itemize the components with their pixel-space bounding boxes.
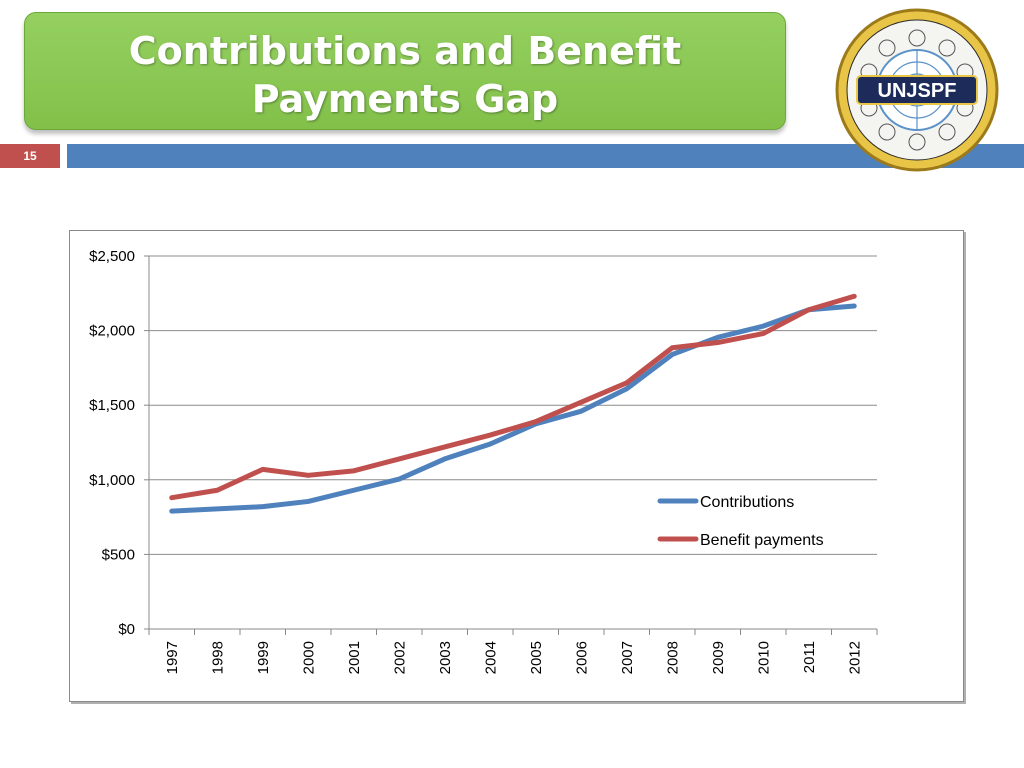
data-point [353, 490, 354, 491]
data-point [171, 511, 172, 512]
logo-wordmark: UNJSPF [878, 80, 957, 102]
data-point [808, 309, 809, 310]
x-tick-label: 1998 [209, 641, 226, 674]
legend-label: Benefit payments [700, 532, 824, 549]
x-tick-label: 1999 [255, 641, 272, 674]
data-point [763, 333, 764, 334]
data-point [444, 446, 445, 447]
unjspf-logo: UNJSPF [835, 8, 999, 172]
y-tick-label: $2,500 [89, 248, 135, 265]
slide-title: Contributions and Benefit Payments Gap [25, 27, 785, 123]
data-point [854, 296, 855, 297]
data-point [399, 479, 400, 480]
data-point [490, 443, 491, 444]
data-point [399, 458, 400, 459]
data-point [626, 388, 627, 389]
legend-label: Contributions [700, 494, 794, 511]
data-point [444, 458, 445, 459]
x-tick-label: 2009 [710, 641, 727, 674]
y-tick-label: $500 [102, 546, 135, 563]
title-banner: Contributions and Benefit Payments Gap [24, 12, 786, 130]
chart-container: $0 $500 $1,000 $1,500 $2,000 $2,500 1997 1998 1… [69, 230, 964, 702]
data-point [672, 347, 673, 348]
y-tick-label: $1,500 [89, 397, 135, 414]
data-point [308, 501, 309, 502]
x-tick-label: 2008 [664, 641, 681, 674]
y-tick-label: $2,000 [89, 323, 135, 340]
data-point [535, 421, 536, 422]
x-tick-label: 2010 [755, 641, 772, 674]
line-chart: $0 $500 $1,000 $1,500 $2,000 $2,500 1997 1998 1… [70, 231, 963, 701]
x-tick-label: 2011 [801, 641, 818, 673]
x-tick-label: 2007 [619, 641, 636, 674]
data-point [854, 305, 855, 306]
x-tick-label: 2012 [846, 641, 863, 674]
data-point [581, 411, 582, 412]
page-number: 15 [0, 144, 60, 168]
x-tick-label: 2004 [482, 641, 499, 674]
data-point [262, 506, 263, 507]
y-tick-label: $1,000 [89, 472, 135, 489]
x-tick-label: 2005 [528, 641, 545, 674]
data-point [171, 497, 172, 498]
data-point [262, 469, 263, 470]
x-tick-label: 1997 [164, 641, 181, 674]
data-point [626, 382, 627, 383]
data-point [717, 337, 718, 338]
data-point [763, 326, 764, 327]
data-point [217, 508, 218, 509]
data-point [217, 490, 218, 491]
data-point [717, 342, 718, 343]
data-point [672, 354, 673, 355]
x-tick-label: 2002 [391, 641, 408, 674]
data-point [308, 475, 309, 476]
data-point [490, 435, 491, 436]
data-point [581, 402, 582, 403]
y-tick-label: $0 [118, 621, 135, 638]
x-tick-label: 2001 [346, 641, 363, 674]
x-tick-label: 2000 [300, 641, 317, 674]
x-tick-label: 2006 [573, 641, 590, 674]
data-point [353, 470, 354, 471]
x-tick-label: 2003 [437, 641, 454, 674]
